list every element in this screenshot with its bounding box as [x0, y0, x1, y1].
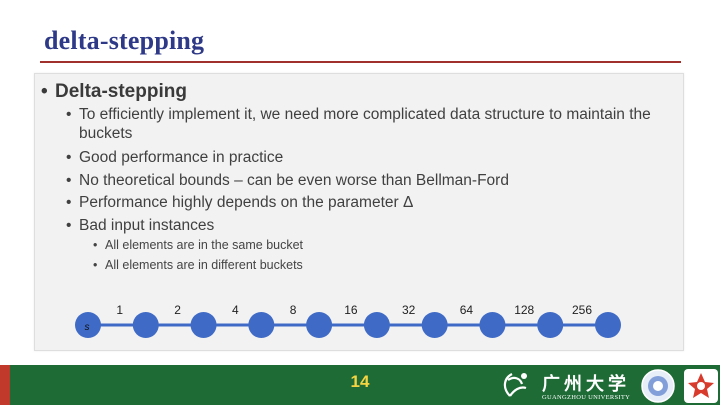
edge-weight-label: 1: [116, 303, 123, 317]
graph-node: [132, 312, 159, 338]
edge-weight-label: 16: [344, 303, 358, 317]
footer-bar: [0, 365, 720, 405]
graph-node: [306, 312, 333, 338]
bullet-dot-icon: •: [66, 217, 72, 234]
slide-title: delta-stepping: [44, 26, 205, 55]
edge-weight-label: 64: [460, 303, 474, 317]
sub-bullet: • Bad input instances: [66, 216, 679, 235]
bullet-dot-icon: •: [93, 238, 98, 252]
bullet-dot-icon: •: [66, 106, 72, 123]
sub-bullet-text: Performance highly depends on the parame…: [79, 194, 414, 211]
content-panel: • Delta-stepping • To efficiently implemen…: [34, 73, 684, 351]
graph-node: [537, 312, 564, 338]
graph-node: [479, 312, 506, 338]
university-logo: 广州大学 GUANGZHOU UNIVERSITY: [498, 366, 720, 405]
title-divider: [40, 61, 681, 63]
sub-bullet-text: Bad input instances: [79, 217, 215, 234]
university-badge-icon: [684, 369, 718, 403]
edge-weight-label: 128: [514, 303, 534, 317]
sub-bullet: • No theoretical bounds – can be even wor…: [66, 171, 679, 190]
edge-weight-label: 256: [572, 303, 592, 317]
graph-node: [190, 312, 217, 338]
graph-node: [75, 312, 101, 338]
sub-bullet: • To efficiently implement it, we need mo…: [66, 105, 679, 124]
graph-node: [363, 312, 390, 338]
bad-instance-chain-graph: s 1 2 4 8 16 32 64 128 256: [75, 303, 621, 338]
main-bullet: • Delta-stepping: [41, 81, 187, 103]
sub-bullet-text: Good performance in practice: [79, 149, 284, 166]
footer-accent: [0, 365, 10, 405]
edge-weight-label: 2: [174, 303, 181, 317]
edge-weight-label: 32: [402, 303, 416, 317]
sub-bullet-text: No theoretical bounds – can be even wors…: [79, 172, 509, 189]
sub-bullet-text: buckets: [79, 125, 133, 142]
bullet-dot-icon: •: [93, 258, 98, 272]
sub-bullet: • Good performance in practice: [66, 148, 679, 167]
sub-bullet: • Performance highly depends on the param…: [66, 193, 679, 212]
bullet-dot-icon: •: [66, 149, 72, 166]
university-emblem-icon: [503, 373, 527, 397]
edge-weight-label: 4: [232, 303, 239, 317]
sub-sub-bullet: • All elements are in different buckets: [93, 258, 303, 272]
sub-sub-bullet: • All elements are in the same bucket: [93, 238, 304, 252]
edge-weight-label: 8: [290, 303, 297, 317]
university-name-en: GUANGZHOU UNIVERSITY: [542, 394, 631, 401]
graph-node: [421, 312, 448, 338]
start-node-label: s: [85, 322, 90, 333]
bullet-dot-icon: •: [66, 194, 72, 211]
sub-sub-bullet-text: All elements are in the same bucket: [105, 238, 304, 252]
university-seal-icon: [641, 369, 675, 403]
university-name-cn: 广州大学: [542, 374, 630, 395]
bullet-dot-icon: •: [41, 81, 48, 102]
bullet-dot-icon: •: [66, 172, 72, 189]
graph-node: [595, 312, 621, 338]
main-bullet-text: Delta-stepping: [55, 81, 187, 102]
sub-bullet-text: To efficiently implement it, we need mor…: [79, 106, 651, 123]
sub-sub-bullet-text: All elements are in different buckets: [105, 258, 303, 272]
page-number: 14: [350, 372, 370, 391]
graph-node: [248, 312, 275, 338]
sub-bullet-continuation: buckets: [79, 124, 679, 143]
